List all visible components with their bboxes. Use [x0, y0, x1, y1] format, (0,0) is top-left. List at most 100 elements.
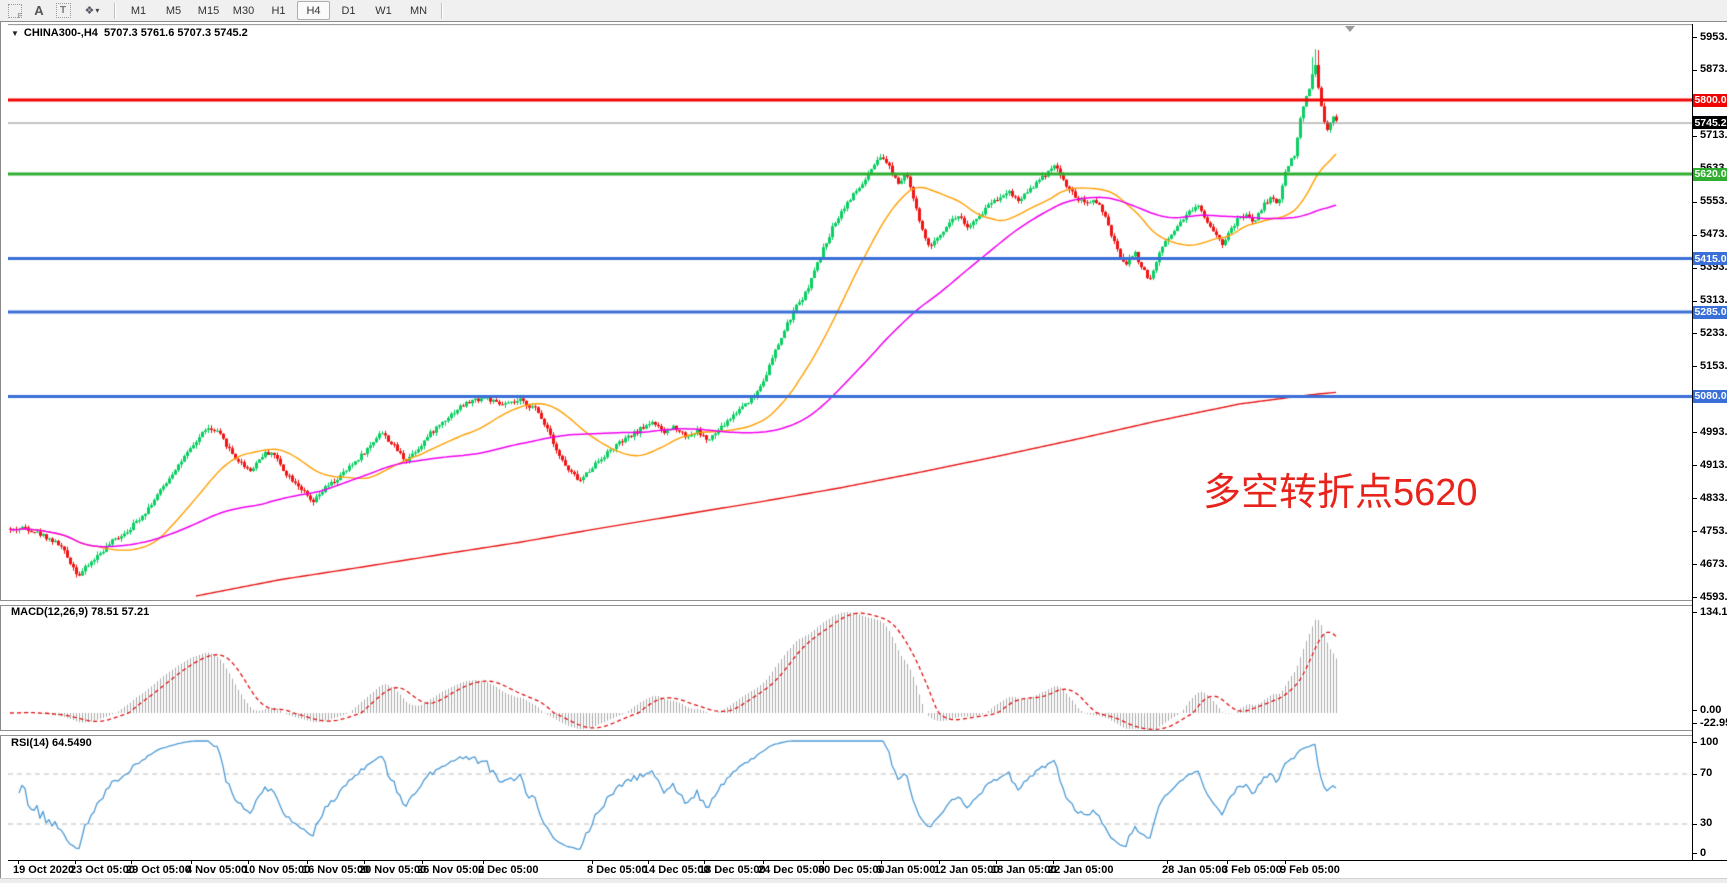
- macd-label: MACD(12,26,9) 78.51 57.21: [11, 606, 150, 618]
- price-axis[interactable]: 5953.05873.05793.05713.05633.05553.05473…: [1692, 24, 1727, 860]
- price-axis-tick: [1693, 135, 1697, 137]
- price-axis-label: 5713.0: [1700, 129, 1727, 142]
- time-axis-label: 26 Nov 05:00: [417, 864, 485, 876]
- price-chart-plot[interactable]: [8, 24, 1692, 601]
- time-axis-tick: [1053, 861, 1054, 864]
- timeframe-button-mn[interactable]: MN: [409, 4, 428, 17]
- collapse-triangle-icon[interactable]: ▼: [11, 29, 19, 38]
- time-axis-label: 20 Nov 05:00: [359, 864, 427, 876]
- price-axis-label: 4593.0: [1700, 590, 1727, 603]
- rsi-axis-label: 70: [1700, 767, 1713, 779]
- time-axis-label: 9 Feb 05:00: [1280, 864, 1340, 876]
- time-axis-label: 8 Dec 05:00: [587, 864, 648, 876]
- arrow-objects-icon[interactable]: ❖ ▾: [84, 5, 100, 17]
- price-axis-label: 4993.0: [1700, 425, 1727, 438]
- price-axis-label: 5873.0: [1700, 63, 1727, 76]
- level-price-badge: 5285.0: [1693, 305, 1727, 319]
- timeframe-button-group: M1 M5 M15 M30 H1 H4 D1 W1 MN: [121, 1, 436, 20]
- price-axis-tick: [1693, 267, 1697, 269]
- macd-axis-label: -22.95: [1700, 716, 1727, 729]
- price-axis-tick: [1693, 710, 1697, 711]
- price-axis-tick: [1693, 432, 1697, 434]
- price-axis-label: 5553.0: [1700, 195, 1727, 208]
- time-axis-label: 28 Jan 05:00: [1162, 864, 1228, 876]
- freehand-frame-icon[interactable]: F: [3, 2, 27, 20]
- font-icon[interactable]: A: [34, 3, 44, 18]
- price-axis-label: 5153.0: [1700, 359, 1727, 372]
- price-axis-label: 5953.0: [1700, 30, 1727, 43]
- chart-shift-marker-icon[interactable]: [1345, 26, 1355, 32]
- rsi-axis-label: 30: [1700, 817, 1713, 829]
- panel-splitter[interactable]: [0, 600, 1727, 606]
- time-axis-label: 4 Nov 05:00: [186, 864, 248, 876]
- macd-indicator-plot[interactable]: [8, 604, 1692, 731]
- price-axis-tick: [1693, 37, 1697, 38]
- status-bar: [0, 878, 1727, 883]
- toolbar: F A T ❖ ▾ M1 M5 M15 M30 H1 H4 D1 W1 MN: [0, 0, 1727, 22]
- time-axis-label: 19 Oct 2020: [13, 864, 75, 876]
- time-axis-tick: [1167, 861, 1168, 864]
- price-axis-tick: [1693, 597, 1697, 598]
- timeframe-button-m5[interactable]: M5: [165, 4, 182, 17]
- price-axis-tick: [1693, 612, 1697, 613]
- symbol-ohlc-label: ▼ CHINA300-,H4 5707.3 5761.6 5707.3 5745.…: [11, 27, 248, 39]
- toolbar-separator: [114, 2, 116, 19]
- time-axis-label: 6 Jan 05:00: [876, 864, 936, 876]
- text-annotation[interactable]: 多空转折点5620: [1203, 472, 1478, 514]
- price-axis-label: 4833.0: [1700, 491, 1727, 504]
- text-label-icon[interactable]: T: [51, 2, 75, 20]
- bar-ohlc-values: 5707.3 5761.6 5707.3 5745.2: [104, 27, 248, 39]
- rsi-indicator-plot[interactable]: [8, 734, 1692, 860]
- price-axis-label: 4913.0: [1700, 458, 1727, 471]
- time-axis-tick: [1285, 861, 1286, 864]
- time-axis-label: 22 Jan 05:00: [1048, 864, 1114, 876]
- time-axis-tick: [75, 861, 76, 864]
- time-axis-tick: [648, 861, 649, 864]
- price-axis-tick: [1693, 201, 1697, 203]
- price-axis-tick: [1693, 531, 1697, 533]
- timeframe-button-h1[interactable]: H1: [271, 4, 286, 17]
- time-axis-tick: [996, 861, 997, 864]
- price-axis-label: 5473.0: [1700, 228, 1727, 241]
- time-axis-label: 12 Jan 05:00: [934, 864, 1000, 876]
- toolbar-separator: [441, 2, 443, 19]
- time-axis-tick: [592, 861, 593, 864]
- time-axis-label: 16 Nov 05:00: [302, 864, 370, 876]
- time-axis-label: 3 Feb 05:00: [1222, 864, 1282, 876]
- time-axis-tick: [763, 861, 764, 864]
- price-axis-tick: [1693, 366, 1697, 368]
- timeframe-button-m1[interactable]: M1: [130, 4, 147, 17]
- time-axis-label: 24 Dec 05:00: [758, 864, 825, 876]
- price-axis-tick: [1693, 723, 1697, 724]
- level-price-badge: 5620.0: [1693, 167, 1727, 181]
- time-axis[interactable]: 19 Oct 2020 23 Oct 05:00 29 Oct 05:00 4 Nov…: [8, 861, 1692, 878]
- time-axis-tick: [939, 861, 940, 864]
- level-price-badge: 5800.0: [1693, 93, 1727, 107]
- time-axis-label: 30 Dec 05:00: [818, 864, 885, 876]
- time-axis-tick: [483, 861, 484, 864]
- time-axis-label: 18 Jan 05:00: [991, 864, 1057, 876]
- rsi-label: RSI(14) 64.5490: [11, 737, 92, 749]
- time-axis-tick: [704, 861, 705, 864]
- time-axis-tick: [191, 861, 192, 864]
- panel-splitter[interactable]: [0, 730, 1727, 736]
- price-axis-tick: [1693, 853, 1697, 854]
- timeframe-button-m15[interactable]: M15: [197, 4, 220, 17]
- rsi-axis-label: 100: [1700, 735, 1719, 748]
- timeframe-button-d1[interactable]: D1: [341, 4, 356, 17]
- time-axis-label: 10 Nov 05:00: [243, 864, 311, 876]
- symbol-name: CHINA300-,H4: [23, 27, 98, 39]
- timeframe-button-w1[interactable]: W1: [375, 4, 392, 17]
- time-axis-tick: [18, 861, 19, 864]
- timeframe-button-m30[interactable]: M30: [232, 4, 255, 17]
- price-axis-tick: [1693, 498, 1697, 500]
- time-axis-label: 2 Dec 05:00: [478, 864, 539, 876]
- time-axis-tick: [248, 861, 249, 864]
- time-axis-label: 14 Dec 05:00: [643, 864, 710, 876]
- time-axis-label: 29 Oct 05:00: [126, 864, 191, 876]
- timeframe-button-h4[interactable]: H4: [297, 1, 330, 20]
- level-price-badge: 5415.0: [1693, 252, 1727, 266]
- time-axis-tick: [881, 861, 882, 864]
- macd-axis-label: 134.11: [1700, 605, 1727, 618]
